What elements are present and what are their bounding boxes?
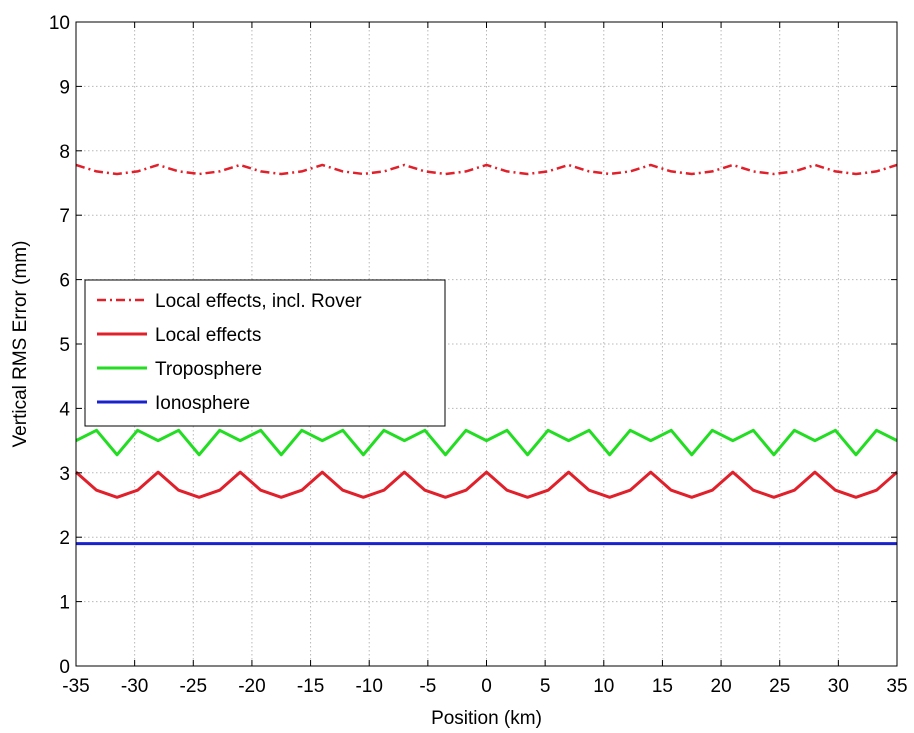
y-tick-label: 6 bbox=[59, 271, 70, 292]
x-tick-label: -25 bbox=[180, 676, 207, 697]
grid bbox=[76, 22, 897, 666]
y-tick-label: 10 bbox=[49, 13, 70, 34]
legend-label-2: Troposphere bbox=[155, 359, 262, 380]
y-tick-label: 1 bbox=[59, 593, 70, 614]
x-tick-label: 5 bbox=[540, 676, 551, 697]
x-tick-label: -30 bbox=[121, 676, 148, 697]
x-tick-label: 30 bbox=[828, 676, 849, 697]
legend-label-0: Local effects, incl. Rover bbox=[155, 291, 362, 312]
y-tick-label: 0 bbox=[59, 657, 70, 678]
x-axis-label: Position (km) bbox=[431, 708, 542, 729]
x-tick-label: -20 bbox=[238, 676, 265, 697]
y-tick-label: 4 bbox=[59, 399, 70, 420]
series-line-0 bbox=[75, 163, 898, 176]
y-tick-label: 9 bbox=[59, 77, 70, 98]
y-axis-label: Vertical RMS Error (mm) bbox=[10, 241, 31, 448]
x-tick-label: -15 bbox=[297, 676, 324, 697]
series-layer bbox=[75, 163, 898, 546]
y-tick-label: 2 bbox=[59, 528, 70, 549]
series-line-2 bbox=[75, 428, 898, 457]
legend-label-3: Ionosphere bbox=[155, 393, 250, 414]
y-tick-label: 3 bbox=[59, 464, 70, 485]
x-tick-label: 20 bbox=[711, 676, 732, 697]
y-tick-label: 8 bbox=[59, 142, 70, 163]
x-tick-label: 35 bbox=[886, 676, 907, 697]
x-tick-label: 0 bbox=[481, 676, 492, 697]
x-tick-label: -5 bbox=[419, 676, 436, 697]
y-tick-label: 5 bbox=[59, 335, 70, 356]
legend-label-1: Local effects bbox=[155, 325, 261, 346]
series-line-1 bbox=[75, 470, 898, 499]
legend: Local effects, incl. Rover Local effects T… bbox=[84, 279, 446, 427]
y-tick-label: 7 bbox=[59, 206, 70, 227]
x-tick-label: -35 bbox=[62, 676, 89, 697]
axis-ticks: -35 -30 -25 -20 -15 -10 -5 0 5 10 15 20 25 30 35 0 1 2 3 4 5… bbox=[49, 13, 908, 697]
x-tick-label: 10 bbox=[593, 676, 614, 697]
x-tick-label: -10 bbox=[355, 676, 382, 697]
x-tick-label: 15 bbox=[652, 676, 673, 697]
x-tick-label: 25 bbox=[769, 676, 790, 697]
